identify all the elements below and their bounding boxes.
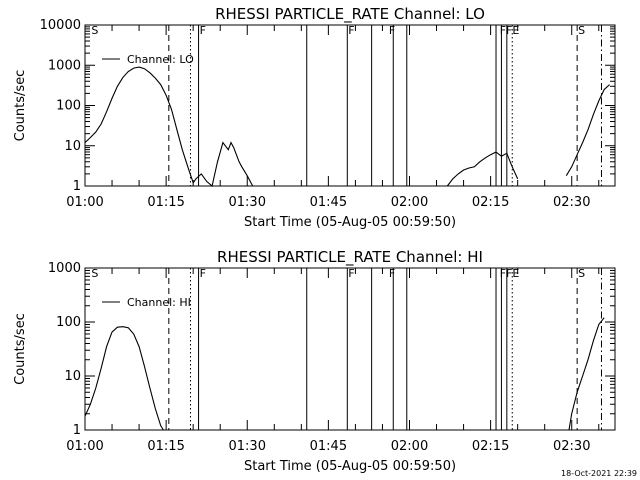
series-line <box>446 151 519 187</box>
legend-label: Channel: HI <box>127 296 191 309</box>
flag-annotation: S <box>91 24 98 37</box>
chart-title: RHESSI PARTICLE_RATE Channel: LO <box>215 5 485 24</box>
x-tick-label: 01:00 <box>66 439 103 454</box>
series-line <box>565 84 610 176</box>
x-tick-label: 01:30 <box>229 439 266 454</box>
x-tick-label: 01:15 <box>147 195 184 210</box>
x-tick-label: 02:00 <box>391 439 428 454</box>
y-tick-label: 10000 <box>40 18 81 33</box>
x-tick-label: 02:00 <box>391 195 428 210</box>
chart-title: RHESSI PARTICLE_RATE Channel: HI <box>217 248 483 267</box>
x-tick-label: 01:30 <box>229 195 266 210</box>
chart-panel-lo: RHESSI PARTICLE_RATE Channel: LO Start Ti… <box>13 5 616 230</box>
flag-annotation: F <box>348 267 354 280</box>
plot-frame <box>84 24 616 187</box>
x-tick-label: 01:00 <box>66 195 103 210</box>
y-tick-label: 1000 <box>48 58 81 73</box>
footer-timestamp: 18-Oct-2021 22:39 <box>561 469 637 478</box>
flag-annotation: F <box>348 24 354 37</box>
y-tick-label: 100 <box>56 99 81 114</box>
x-tick-label: 01:45 <box>310 439 347 454</box>
y-tick-label: 1000 <box>48 261 81 276</box>
x-tick-label: 02:30 <box>553 195 590 210</box>
flag-annotation: F <box>200 24 206 37</box>
x-tick-label: 01:15 <box>147 439 184 454</box>
y-tick-label: 1 <box>73 423 81 438</box>
y-tick-label: 1 <box>73 179 81 194</box>
chart-panel-hi: RHESSI PARTICLE_RATE Channel: HI Start Ti… <box>13 248 616 474</box>
y-tick-label: 10 <box>64 369 81 384</box>
x-tick-label: 02:15 <box>472 439 509 454</box>
flag-annotation: S <box>578 24 585 37</box>
legend-label: Channel: LO <box>127 53 194 66</box>
y-tick-label: 10 <box>64 139 81 154</box>
flag-annotation: F <box>389 267 395 280</box>
y-tick-label: 100 <box>56 315 81 330</box>
flag-annotation: S <box>91 267 98 280</box>
x-tick-label: 01:45 <box>310 195 347 210</box>
flag-annotation: FFE <box>500 267 520 280</box>
flag-annotation: S <box>578 267 585 280</box>
flag-annotation: F <box>389 24 395 37</box>
y-axis-label: Counts/sec <box>13 313 28 385</box>
x-axis-label: Start Time (05-Aug-05 00:59:50) <box>244 215 456 230</box>
series-line <box>568 317 605 431</box>
y-axis-label: Counts/sec <box>13 70 28 142</box>
plot-frame <box>84 267 616 431</box>
series-line <box>84 326 164 431</box>
flag-annotation: FFE <box>500 24 520 37</box>
x-tick-label: 02:15 <box>472 195 509 210</box>
x-axis-label: Start Time (05-Aug-05 00:59:50) <box>244 459 456 474</box>
x-tick-label: 02:30 <box>553 439 590 454</box>
series-line <box>84 66 254 188</box>
flag-annotation: F <box>200 267 206 280</box>
